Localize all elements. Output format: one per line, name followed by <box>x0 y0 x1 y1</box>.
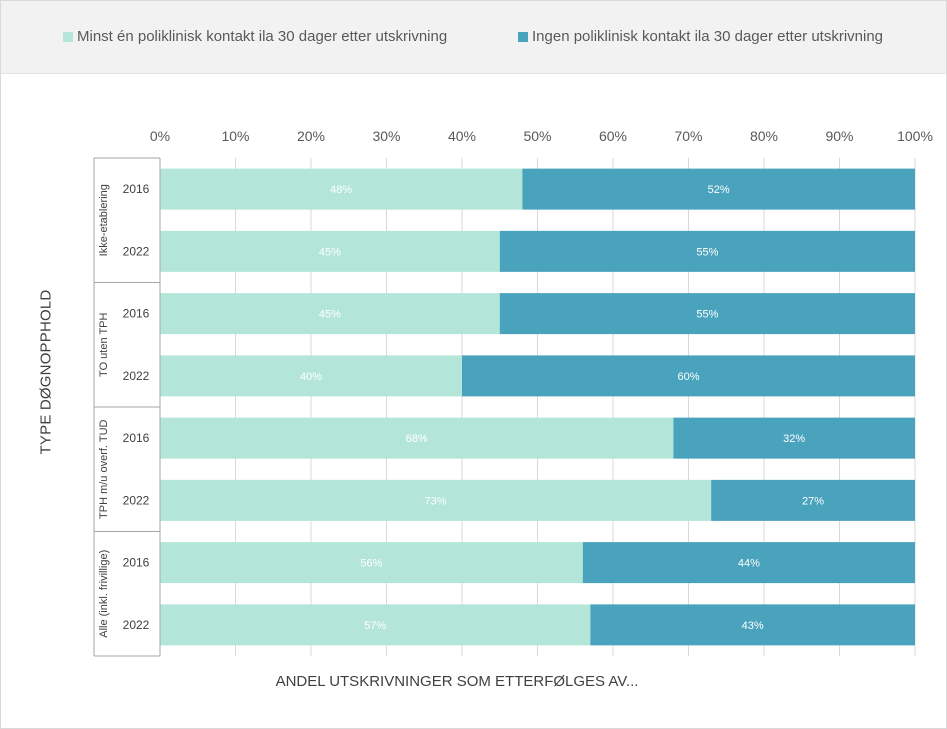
legend: Minst én poliklinisk kontakt ila 30 dage… <box>1 1 946 74</box>
data-label: 55% <box>696 309 718 321</box>
data-label: 73% <box>425 495 447 507</box>
legend-swatch-contact <box>63 31 73 42</box>
bar-segment <box>160 479 712 521</box>
data-label: 27% <box>802 495 824 507</box>
y-category-label: 2022 <box>123 493 150 507</box>
x-tick-label: 10% <box>221 128 249 144</box>
bar-segment <box>499 230 915 272</box>
data-label: 40% <box>300 371 322 383</box>
data-label: 32% <box>783 433 805 445</box>
x-tick-label: 60% <box>599 128 627 144</box>
bar-segment <box>590 604 915 646</box>
bar-segment <box>160 355 462 397</box>
data-label: 45% <box>319 246 341 258</box>
legend-label-no-contact: Ingen poliklinisk kontakt ila 30 dager e… <box>532 28 884 45</box>
x-axis-title: ANDEL UTSKRIVNINGER SOM ETTERFØLGES AV..… <box>275 673 639 690</box>
bar-segment <box>582 542 915 584</box>
y-axis-title: TYPE DØGNOPPHOLD <box>37 289 55 455</box>
bar-segment <box>160 168 523 210</box>
bar-segment <box>522 168 915 210</box>
y-category-label: 2016 <box>123 556 150 570</box>
y-group-label: Alle (inkl. frivillige) <box>98 550 110 638</box>
data-label: 44% <box>738 558 760 570</box>
x-tick-label: 0% <box>150 128 170 144</box>
bar-segment <box>160 542 583 584</box>
y-category-label: 2022 <box>123 244 150 258</box>
data-label: 68% <box>406 433 428 445</box>
y-category-label: 2016 <box>123 307 150 321</box>
x-tick-label: 50% <box>523 128 551 144</box>
bar-segment <box>711 479 915 521</box>
y-group-label: TPH m/u overf. TUD <box>98 419 110 518</box>
data-label: 57% <box>364 620 386 632</box>
bar-segment <box>160 604 591 646</box>
data-label: 48% <box>330 184 352 196</box>
x-tick-label: 90% <box>825 128 853 144</box>
data-label: 45% <box>319 309 341 321</box>
x-tick-label: 70% <box>674 128 702 144</box>
bar-segment <box>160 293 500 335</box>
y-category-label: 2022 <box>123 369 150 383</box>
legend-swatch-no-contact <box>518 31 528 42</box>
x-tick-label: 40% <box>448 128 476 144</box>
y-group-label: Ikke-etablering <box>98 184 110 256</box>
y-group-label: TO uten TPH <box>98 312 110 376</box>
bar-segment <box>673 417 915 459</box>
legend-item-contact: Minst én poliklinisk kontakt ila 30 dage… <box>63 28 447 45</box>
y-category-label: 2022 <box>123 618 150 632</box>
x-tick-label: 30% <box>372 128 400 144</box>
data-label: 60% <box>677 371 699 383</box>
y-category-label: 2016 <box>123 182 150 196</box>
x-tick-label: 80% <box>750 128 778 144</box>
data-label: 55% <box>696 246 718 258</box>
x-tick-label: 100% <box>897 128 933 144</box>
bar-segment <box>499 293 915 335</box>
bar-segment <box>462 355 915 397</box>
x-tick-label: 20% <box>297 128 325 144</box>
data-label: 56% <box>360 558 382 570</box>
legend-label-contact: Minst én poliklinisk kontakt ila 30 dage… <box>77 28 448 45</box>
bar-segment <box>160 230 500 272</box>
data-label: 43% <box>742 620 764 632</box>
data-label: 52% <box>708 184 730 196</box>
bar-segment <box>160 417 674 459</box>
y-category-label: 2016 <box>123 431 150 445</box>
legend-item-no-contact: Ingen poliklinisk kontakt ila 30 dager e… <box>518 28 883 45</box>
